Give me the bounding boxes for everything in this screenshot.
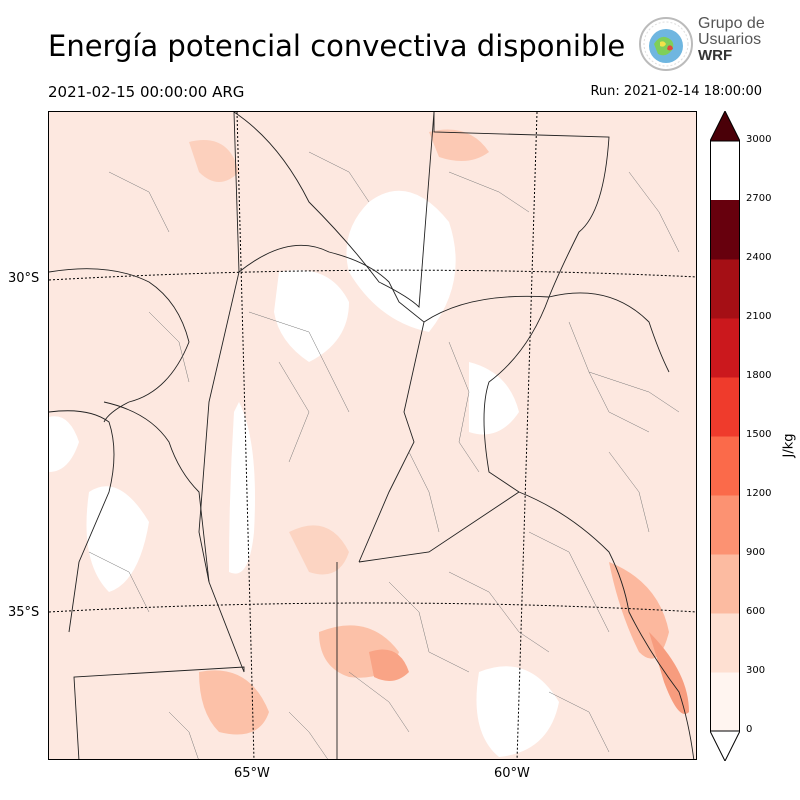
colorbar-band: [710, 554, 740, 614]
valid-time: 2021-02-15 00:00:00 ARG: [48, 83, 245, 101]
colorbar-lower-extension: [710, 730, 740, 761]
colorbar-band: [710, 259, 740, 319]
colorbar-band: [710, 318, 740, 378]
cape-shading: [49, 129, 689, 757]
colorbar-upper-extension: [710, 111, 740, 142]
colorbar-band: [710, 436, 740, 496]
colorbar-band: [710, 672, 740, 732]
colorbar-tick-label: 0: [746, 724, 753, 735]
cape-map: [48, 111, 697, 760]
run-time: Run: 2021-02-14 18:00:00: [590, 84, 762, 99]
colorbar-tick-label: 2100: [746, 311, 772, 322]
colorbar-unit: J/kg: [781, 433, 797, 458]
cape-colorbar: [710, 111, 740, 761]
colorbar-tick-label: 3000: [746, 134, 772, 145]
colorbar-band: [710, 613, 740, 673]
colorbar-tick-label: 600: [746, 606, 766, 617]
logo-line3: WRF: [698, 47, 733, 64]
map-title: Energía potencial convectiva disponible: [48, 29, 626, 63]
colorbar-tick-label: 1200: [746, 488, 772, 499]
province-borders: [49, 112, 695, 759]
map-canvas: [49, 112, 696, 759]
colorbar-tick-label: 300: [746, 665, 766, 676]
colorbar-tick-label: 2400: [746, 252, 772, 263]
logo-line1: Grupo de: [698, 15, 765, 32]
colorbar-tick-label: 2700: [746, 193, 772, 204]
grupo-usuarios-wrf-logo: Grupo de Usuarios WRF: [638, 16, 768, 74]
lon-label-65w: 65°W: [234, 766, 270, 781]
colorbar-tick-label: 1500: [746, 429, 772, 440]
colorbar-band: [710, 377, 740, 437]
colorbar-band: [710, 495, 740, 555]
colorbar-frame: [710, 140, 740, 732]
lat-label-30s: 30°S: [8, 271, 40, 286]
department-borders: [88, 151, 680, 759]
colorbar-tick-label: 900: [746, 547, 766, 558]
globe-logo-icon: [639, 17, 693, 71]
colorbar-tick-label: 1800: [746, 370, 772, 381]
lon-label-60w: 60°W: [494, 766, 530, 781]
logo-line2: Usuarios: [698, 31, 762, 48]
colorbar-band: [710, 200, 740, 260]
lat-label-35s: 35°S: [8, 605, 40, 620]
